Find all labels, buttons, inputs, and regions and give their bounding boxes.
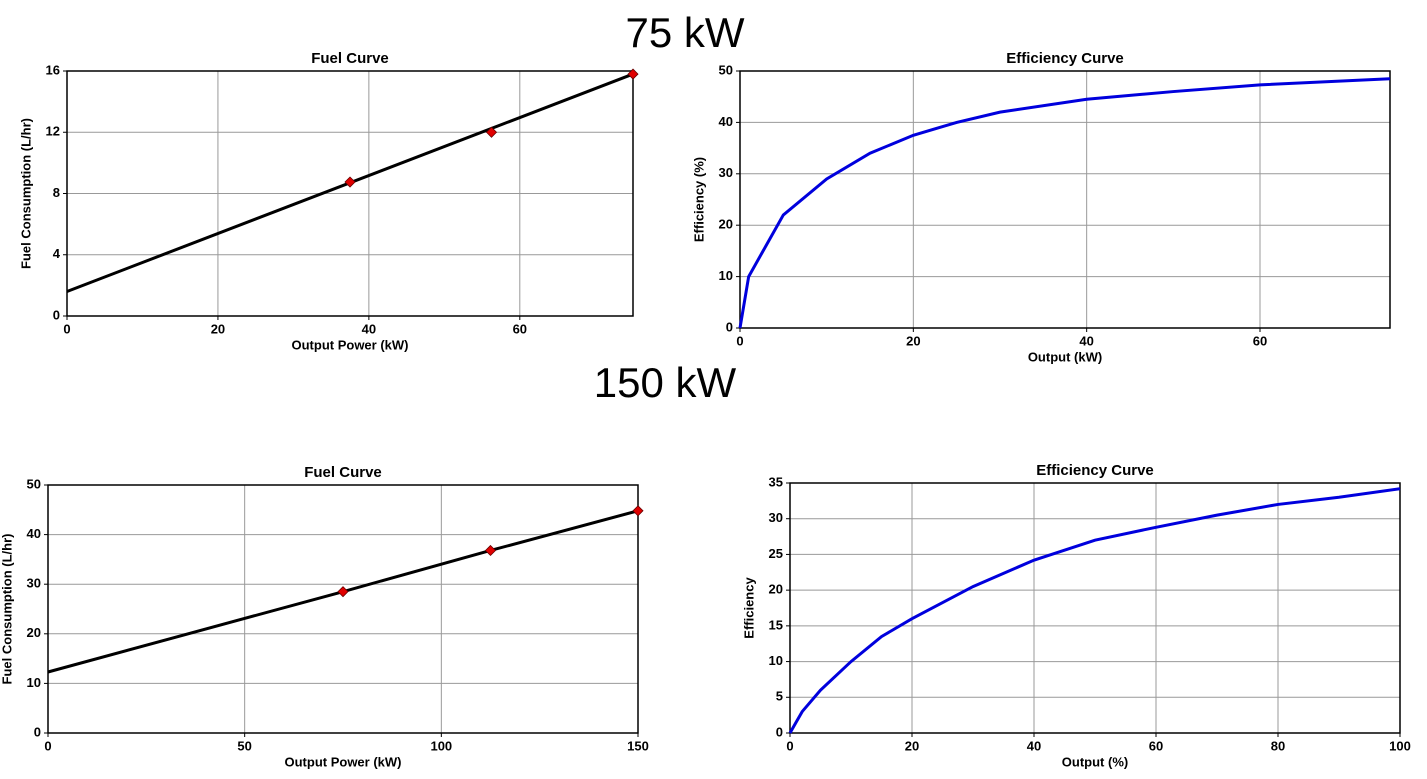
data-marker [484, 544, 497, 557]
data-line [788, 487, 1401, 734]
chart-title: Fuel Curve [311, 50, 389, 67]
data-line [47, 509, 639, 674]
y-tick-label: 5 [776, 689, 783, 704]
y-tick-label: 16 [46, 62, 60, 77]
data-line [738, 77, 1391, 329]
y-tick-label: 40 [719, 114, 733, 129]
x-tick-label: 0 [786, 738, 793, 753]
y-axis-label: Fuel Consumption (L/hr) [0, 534, 14, 685]
y-tick-label: 0 [53, 307, 60, 322]
x-tick-label: 40 [362, 321, 376, 336]
data-marker [344, 176, 356, 188]
x-tick-label: 60 [1149, 738, 1163, 753]
y-tick-label: 20 [27, 625, 41, 640]
y-axis-label: Fuel Consumption (L/hr) [18, 118, 33, 269]
x-tick-label: 0 [63, 321, 70, 336]
y-tick-label: 30 [27, 576, 41, 591]
y-tick-label: 0 [776, 724, 783, 739]
x-tick-label: 20 [211, 321, 225, 336]
x-tick-label: 40 [1079, 333, 1093, 348]
heading: 75 kW [625, 9, 744, 56]
y-tick-label: 50 [719, 62, 733, 77]
data-marker [485, 126, 498, 138]
x-tick-label: 50 [237, 738, 251, 753]
plot-frame [789, 482, 1401, 734]
x-axis-label: Output (%) [1062, 754, 1128, 769]
y-tick-label: 25 [769, 546, 783, 561]
y-tick-label: 12 [46, 124, 60, 139]
data-marker [627, 68, 639, 80]
x-tick-label: 60 [1253, 333, 1267, 348]
x-axis-label: Output (kW) [1028, 349, 1102, 364]
x-axis-label: Output Power (kW) [292, 337, 409, 352]
y-tick-label: 10 [27, 675, 41, 690]
y-tick-label: 30 [769, 510, 783, 525]
y-tick-label: 35 [769, 474, 783, 489]
x-tick-label: 100 [1389, 738, 1411, 753]
y-axis-label: Efficiency (%) [691, 157, 706, 242]
x-tick-label: 20 [905, 738, 919, 753]
y-tick-label: 50 [27, 476, 41, 491]
x-tick-label: 150 [627, 738, 649, 753]
y-tick-label: 4 [53, 246, 61, 261]
y-tick-label: 40 [27, 526, 41, 541]
y-tick-label: 20 [769, 582, 783, 597]
y-tick-label: 0 [34, 724, 41, 739]
y-tick-label: 10 [769, 653, 783, 668]
y-tick-label: 20 [719, 217, 733, 232]
data-marker [337, 586, 349, 598]
x-tick-label: 80 [1271, 738, 1285, 753]
plot-area [740, 71, 1390, 328]
chart-title: Efficiency Curve [1006, 50, 1124, 67]
plot-frame [739, 70, 1391, 329]
x-tick-label: 40 [1027, 738, 1041, 753]
chart-title: Fuel Curve [304, 464, 382, 481]
y-tick-label: 0 [726, 319, 733, 334]
plot-frame [47, 484, 639, 734]
plot-frame [66, 70, 634, 317]
y-tick-label: 30 [719, 165, 733, 180]
y-tick-label: 8 [53, 185, 60, 200]
chart-title: Efficiency Curve [1036, 462, 1154, 479]
x-tick-label: 0 [44, 738, 51, 753]
y-axis-label: Efficiency [741, 577, 756, 639]
x-tick-label: 60 [513, 321, 527, 336]
heading: 150 kW [594, 359, 737, 406]
y-tick-label: 15 [769, 617, 783, 632]
x-axis-label: Output Power (kW) [285, 754, 402, 769]
plot-area [790, 483, 1400, 733]
x-tick-label: 0 [736, 333, 743, 348]
x-tick-label: 20 [906, 333, 920, 348]
plot-area [48, 485, 638, 733]
y-tick-label: 10 [719, 268, 733, 283]
data-marker [632, 505, 644, 517]
x-tick-label: 100 [430, 738, 452, 753]
